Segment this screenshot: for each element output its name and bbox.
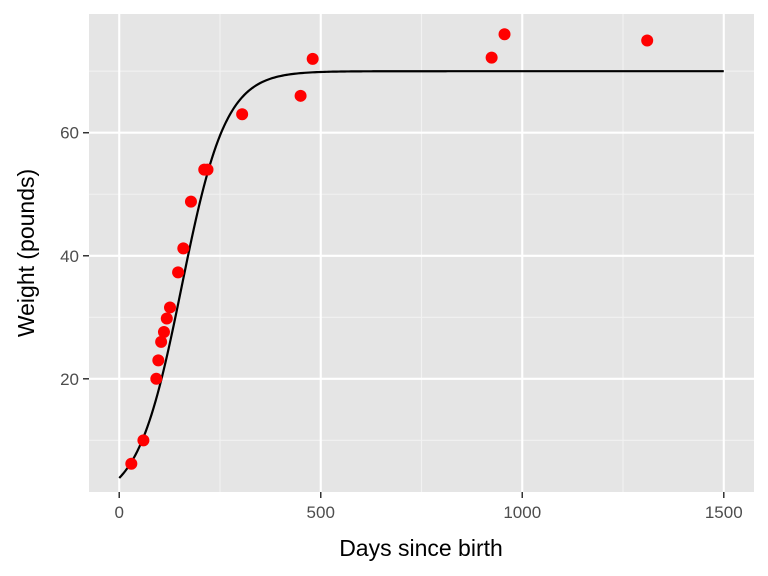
y-tick-label: 20 [60,370,79,389]
data-points [125,28,654,470]
data-point [150,372,163,385]
x-tick-label: 0 [114,503,123,522]
y-axis-ticks: 20 40 60 [60,124,89,389]
data-point [177,242,190,255]
data-point [306,52,319,65]
data-point [125,457,138,470]
data-point [641,34,654,47]
fitted-growth-curve [118,70,724,479]
data-point [294,89,307,102]
x-tick-label: 500 [307,503,335,522]
data-point [137,434,150,447]
y-tick-label: 60 [60,124,79,143]
data-point [155,335,168,348]
y-tick-label: 40 [60,247,79,266]
data-point [236,108,249,121]
data-point [172,266,185,279]
data-point [157,326,170,339]
x-axis-ticks: 0 500 1000 1500 [114,492,743,522]
major-gridlines [89,14,754,492]
data-point [152,354,165,367]
x-tick-label: 1500 [705,503,743,522]
data-point [485,51,498,64]
data-point [164,301,177,314]
y-axis-title: Weight (pounds) [13,169,39,337]
data-point [160,312,173,325]
x-tick-label: 1000 [503,503,541,522]
x-axis-title: Days since birth [339,535,503,561]
data-point [184,195,197,208]
data-point [201,163,214,176]
data-point [498,28,511,41]
